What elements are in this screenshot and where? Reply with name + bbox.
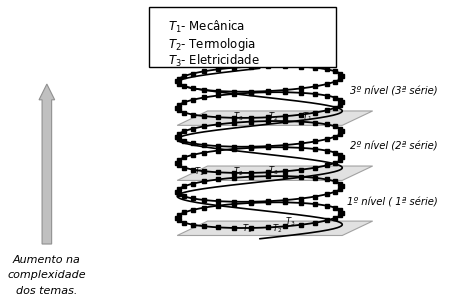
Text: Aumento na: Aumento na: [13, 255, 81, 265]
FancyBboxPatch shape: [149, 7, 336, 67]
Text: $T_3$: $T_3$: [233, 111, 243, 123]
Text: $T_2$- Termologia: $T_2$- Termologia: [169, 36, 256, 53]
Text: 3º nível (3ª série): 3º nível (3ª série): [350, 87, 438, 97]
Polygon shape: [177, 166, 373, 181]
Polygon shape: [177, 111, 373, 126]
Text: $T_3$- Eletricidade: $T_3$- Eletricidade: [169, 53, 260, 69]
Text: $T_2$: $T_2$: [267, 111, 278, 123]
Text: $T_1$: $T_1$: [194, 166, 204, 178]
Polygon shape: [177, 221, 373, 236]
Text: dos temas.: dos temas.: [16, 286, 77, 296]
Text: $T_1$- Mecânica: $T_1$- Mecânica: [169, 19, 245, 35]
Text: 2º nível (2ª série): 2º nível (2ª série): [350, 142, 438, 152]
Text: $T_3$: $T_3$: [285, 215, 295, 228]
Text: 1º nível ( 1ª série): 1º nível ( 1ª série): [347, 197, 438, 207]
Text: $T_3$: $T_3$: [267, 165, 278, 177]
Text: $T_1$: $T_1$: [302, 111, 313, 123]
Text: complexidade: complexidade: [7, 270, 86, 280]
Text: $T_1$: $T_1$: [241, 223, 252, 235]
FancyArrow shape: [39, 84, 55, 244]
Text: $T_2$: $T_2$: [233, 166, 243, 178]
Text: $T_2$: $T_2$: [272, 223, 282, 235]
